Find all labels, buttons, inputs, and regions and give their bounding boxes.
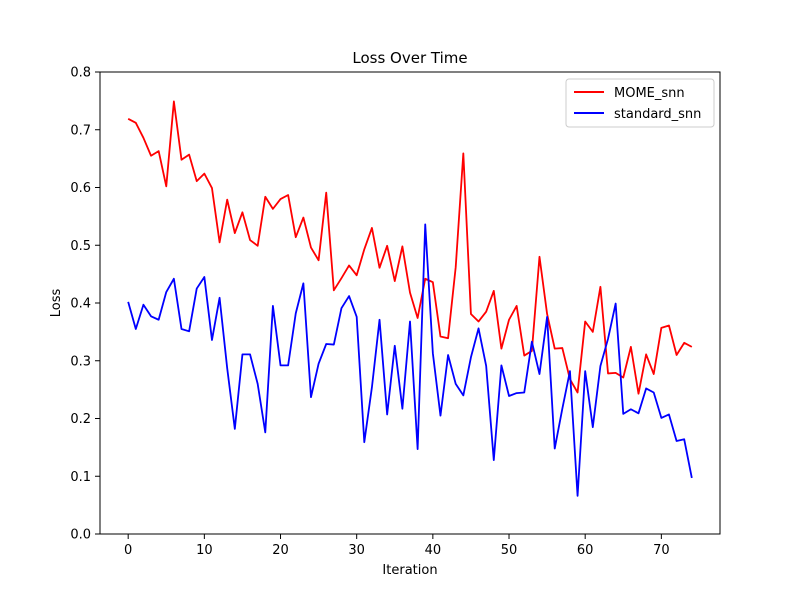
series-layer [127, 100, 693, 497]
series-line-mome-snn [127, 100, 693, 395]
x-tick-label: 40 [425, 543, 442, 558]
x-tick-label: 20 [272, 543, 289, 558]
legend-label-mome-snn: MOME_snn [614, 86, 685, 101]
chart-title: Loss Over Time [352, 49, 467, 67]
x-tick-label: 30 [348, 543, 365, 558]
series-line-standard-snn [127, 223, 693, 497]
legend-label-standard-snn: standard_snn [614, 107, 701, 122]
y-tick-label: 0.1 [70, 470, 91, 485]
y-tick-label: 0.5 [70, 239, 91, 254]
y-tick-label: 0.7 [70, 123, 91, 138]
y-tick-label: 0.4 [70, 297, 91, 312]
y-axis-ticks: 0.0 0.1 0.2 0.3 0.4 0.5 0.6 0.7 0.8 [70, 66, 100, 543]
x-axis-ticks: 0 10 20 30 40 50 60 70 [124, 534, 670, 558]
x-tick-label: 0 [124, 543, 132, 558]
x-tick-label: 10 [196, 543, 213, 558]
y-tick-label: 0.2 [70, 412, 91, 427]
x-tick-label: 70 [653, 543, 670, 558]
x-tick-label: 60 [577, 543, 594, 558]
x-axis-label: Iteration [382, 563, 437, 578]
x-tick-label: 50 [501, 543, 518, 558]
y-tick-label: 0.3 [70, 354, 91, 369]
y-tick-label: 0.8 [70, 66, 91, 81]
legend: MOME_snn standard_snn [565, 78, 715, 128]
y-axis-label: Loss [49, 289, 64, 318]
y-tick-label: 0.0 [70, 528, 91, 543]
y-tick-label: 0.6 [70, 181, 91, 196]
